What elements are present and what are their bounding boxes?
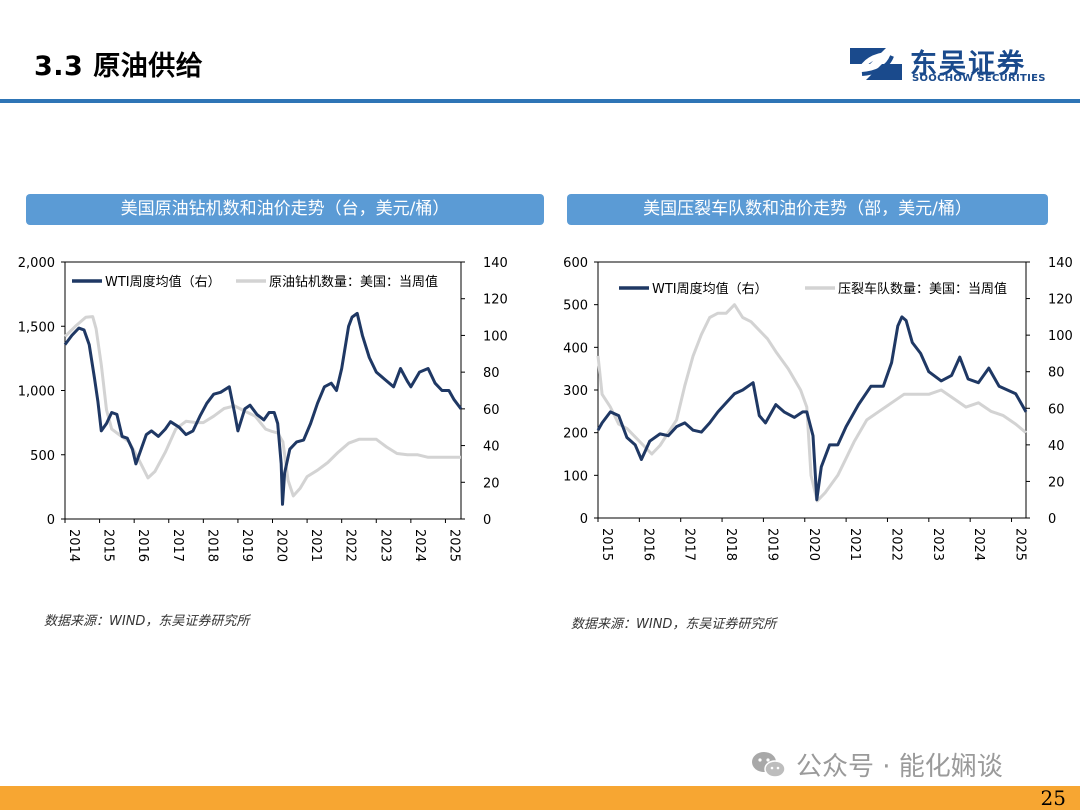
chart1-left-tick-label: 1,500 [18, 320, 55, 335]
chart2-x-tick-label: 2018 [723, 528, 738, 561]
chart2-x-tick-label: 2020 [806, 528, 821, 561]
chart1-x-tick-label: 2020 [274, 529, 289, 562]
chart1-left-tick-label: 1,000 [18, 385, 55, 400]
chart1-x-tick-label: 2024 [412, 529, 427, 562]
chart1-right-tick-label: 40 [483, 440, 500, 455]
chart1-legend-label: WTI周度均值（右） [105, 274, 221, 290]
chart2-source-note: 数据来源：WIND，东吴证券研究所 [571, 617, 777, 632]
chart1-x-tick-label: 2017 [170, 529, 185, 562]
chart2-x-tick-label: 2022 [888, 528, 903, 561]
chart1-left-tick-label: 500 [30, 449, 55, 464]
chart1-x-tick-label: 2015 [101, 529, 116, 562]
chart2-x-tick-label: 2024 [971, 528, 986, 561]
logo-text: 东吴证券 [910, 49, 1026, 80]
chart2-right-tick-label: 120 [1048, 293, 1073, 308]
chart1-x-tick-label: 2023 [377, 529, 392, 562]
chart2-legend-label: WTI周度均值（右） [652, 281, 768, 297]
logo-subtext: SOOCHOW SECURITIES [912, 73, 1046, 84]
chart2-x-tick-label: 2025 [1013, 528, 1028, 561]
chart2-left-tick-label: 600 [563, 256, 588, 271]
chart1-x-tick-label: 2021 [308, 529, 323, 562]
header-rule [0, 99, 1080, 103]
soochow-logo-icon [850, 48, 902, 80]
chart2-series-count-line [596, 303, 1027, 503]
chart1-x-tick-label: 2025 [446, 529, 461, 562]
chart2-right-tick-label: 0 [1048, 512, 1056, 527]
chart1-x-tick-label: 2016 [135, 529, 150, 562]
chart1-legend-label: 原油钻机数量：美国：当周值 [269, 274, 438, 290]
chart2-x-tick-label: 2017 [682, 528, 697, 561]
chart2-left-tick-label: 300 [563, 384, 588, 399]
page-title: 3.3 原油供给 [34, 51, 204, 82]
chart1-series-count-line [63, 315, 461, 498]
chart1-right-tick-label: 140 [483, 256, 508, 271]
chart2-left-tick-label: 0 [580, 512, 588, 527]
chart1-right-tick-label: 80 [483, 366, 500, 381]
chart2-left-tick-label: 200 [563, 427, 588, 442]
chart1-source-note: 数据来源：WIND，东吴证券研究所 [44, 614, 250, 629]
chart2-left-tick-label: 400 [563, 341, 588, 356]
chart1-right-tick-label: 20 [483, 476, 500, 491]
chart2-x-tick-label: 2023 [930, 528, 945, 561]
chart2-right-tick-label: 80 [1048, 366, 1065, 381]
chart2-x-tick-label: 2015 [599, 528, 614, 561]
chart1-right-tick-label: 60 [483, 403, 500, 418]
footer-bar [0, 786, 1080, 810]
chart1-right-tick-label: 120 [483, 293, 508, 308]
chart2-legend-label: 压裂车队数量：美国：当周值 [838, 281, 1007, 297]
chart1-x-tick-label: 2018 [204, 529, 219, 562]
chart1-rigcount-vs-wti: 0 500 1,000 1,500 2,000 0 20 40 60 80 100 120 140 201… [18, 256, 508, 562]
chart1-series-wti-line [63, 311, 463, 506]
chart1-plot-frame [64, 261, 462, 520]
brand-logo: 东吴证券 SOOCHOW SECURITIES [846, 42, 1056, 90]
chart1-x-tick-label: 2014 [66, 529, 81, 562]
page-number: 25 [1040, 786, 1066, 810]
wechat-icon [752, 751, 786, 778]
chart2-left-tick-label: 500 [563, 299, 588, 314]
chart2-right-tick-label: 140 [1048, 256, 1073, 271]
chart2-series-wti-line [596, 315, 1028, 502]
chart1-x-tick-label: 2022 [343, 529, 358, 562]
chart1-left-tick-label: 2,000 [18, 256, 55, 271]
chart2-fracfleet-vs-wti: 0 100 200 300 400 500 600 0 20 40 60 80 100 120 140 201… [563, 256, 1073, 561]
chart2-right-tick-label: 100 [1048, 329, 1073, 344]
chart2-x-tick-label: 2021 [847, 528, 862, 561]
chart2-right-tick-label: 20 [1048, 475, 1065, 490]
chart2-right-tick-label: 40 [1048, 439, 1065, 454]
chart1-x-tick-label: 2019 [239, 529, 254, 562]
watermark: 公众号 · 能化娴谈 [750, 746, 1003, 783]
chart2-x-tick-label: 2019 [764, 528, 779, 561]
chart1-right-tick-label: 0 [483, 513, 491, 528]
chart2-x-tick-label: 2016 [640, 528, 655, 561]
chart2-left-tick-label: 100 [563, 469, 588, 484]
chart2-right-tick-label: 60 [1048, 402, 1065, 417]
chart1-left-tick-label: 0 [47, 513, 55, 528]
chart1-title-banner: 美国原油钻机数和油价走势（台，美元/桶） [26, 194, 544, 225]
watermark-text: 公众号 · 能化娴谈 [796, 752, 1003, 782]
chart2-title-banner: 美国压裂车队数和油价走势（部，美元/桶） [567, 194, 1048, 225]
chart1-right-tick-label: 100 [483, 329, 508, 344]
